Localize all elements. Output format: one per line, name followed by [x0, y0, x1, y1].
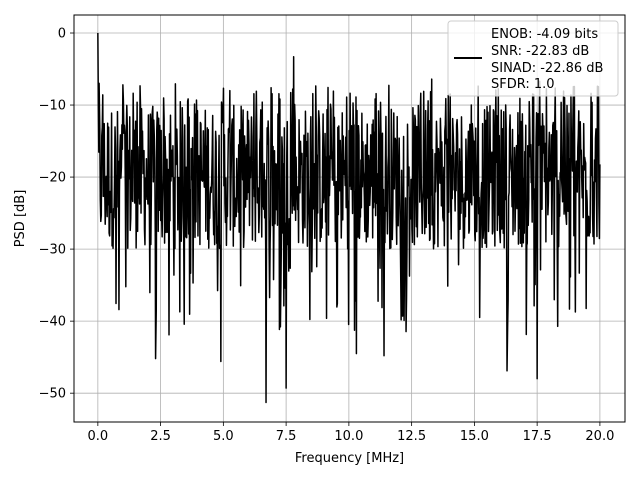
y-tick-label: −30	[39, 243, 66, 258]
x-axis-ticks: 0.0 2.5 5.0 7.5 10.0 12.5 15.0 17.5 20.0	[88, 422, 614, 444]
axes-frame	[73, 14, 626, 423]
x-tick-label: 0.0	[88, 429, 109, 444]
legend-line-sfdr: SFDR: 1.0	[491, 77, 555, 92]
x-tick-label: 15.0	[460, 429, 489, 444]
legend-line-enob: ENOB: -4.09 bits	[491, 27, 598, 42]
y-tick-label: −10	[39, 99, 66, 114]
x-tick-label: 17.5	[523, 429, 552, 444]
y-tick-label: −50	[39, 387, 66, 402]
legend-line-snr: SNR: -22.83 dB	[491, 44, 589, 59]
x-tick-label: 2.5	[150, 429, 171, 444]
x-tick-label: 12.5	[397, 429, 426, 444]
y-tick-label: 0	[58, 27, 66, 42]
psd-series-line	[97, 33, 601, 404]
x-tick-label: 20.0	[585, 429, 614, 444]
legend-box	[447, 20, 619, 97]
y-tick-label: −20	[39, 171, 66, 186]
y-tick-label: −40	[39, 315, 66, 330]
x-tick-label: 10.0	[334, 429, 363, 444]
x-axis-label: Frequency [MHz]	[295, 451, 404, 466]
x-tick-label: 5.0	[213, 429, 234, 444]
legend-line-sinad: SINAD: -22.86 dB	[491, 61, 603, 76]
y-axis-label: PSD [dB]	[13, 190, 28, 248]
legend: ENOB: -4.09 bits SNR: -22.83 dB SINAD: -…	[447, 20, 619, 97]
y-axis-ticks: 0 −10 −20 −30 −40 −50	[39, 27, 74, 402]
plot-area	[97, 33, 601, 404]
x-tick-label: 7.5	[276, 429, 297, 444]
